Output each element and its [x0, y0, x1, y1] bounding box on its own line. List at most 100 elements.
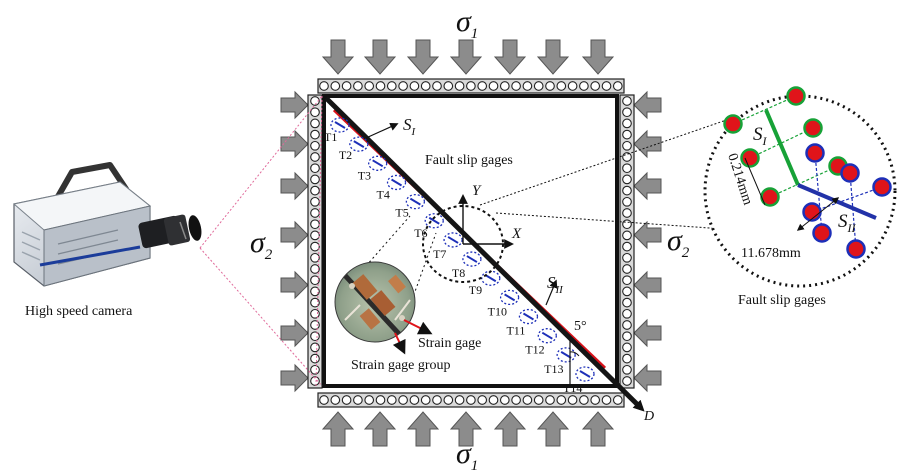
svg-text:SII: SII — [547, 273, 564, 296]
gage-label: T8 — [452, 266, 465, 280]
load-arrow-up — [321, 411, 355, 447]
gage-marker-circle — [405, 193, 426, 210]
fault-angle-indicator: 5° — [569, 319, 587, 386]
roller — [622, 107, 632, 118]
gage-label: T10 — [488, 304, 507, 318]
gage-zoom-callout: SI SII 0.214mm 11.678mm Fault slip gages — [479, 86, 897, 308]
roller — [454, 395, 465, 405]
roller — [622, 264, 632, 274]
zoom-gage-dot — [740, 148, 760, 168]
gage-marker-circle — [349, 136, 369, 152]
roller — [622, 252, 632, 263]
roller — [443, 81, 454, 91]
load-arrow-left — [633, 171, 662, 201]
zoom-gage-dot — [802, 202, 822, 222]
svg-text:X: X — [511, 226, 522, 242]
load-arrow-left — [633, 363, 662, 393]
roller — [622, 140, 632, 151]
zoom-gage-link — [769, 165, 839, 198]
roller — [310, 96, 320, 106]
roller — [353, 81, 363, 91]
roller — [310, 129, 320, 140]
right-roller-bar — [619, 94, 635, 389]
roller — [364, 81, 375, 91]
roller — [622, 331, 632, 342]
roller — [310, 275, 320, 286]
roller — [409, 395, 420, 405]
roller — [386, 395, 397, 405]
strain-gage-label: Strain gage — [418, 336, 481, 351]
roller — [310, 286, 320, 297]
gage-label: T11 — [506, 324, 525, 338]
roller — [319, 81, 329, 91]
gage-marker-circle — [368, 155, 388, 171]
roller — [432, 395, 442, 405]
gage-marker-bar — [447, 236, 459, 244]
gage-marker-circle — [556, 347, 576, 363]
roller — [341, 395, 352, 405]
gage-marker-bar — [409, 197, 421, 206]
roller — [622, 163, 632, 174]
gage-label: T14 — [563, 381, 582, 395]
gage-label: T6 — [414, 226, 427, 240]
roller — [522, 81, 533, 91]
gage-marker-bar — [334, 121, 346, 129]
roller — [622, 230, 632, 241]
roller — [386, 81, 397, 91]
roller — [310, 163, 320, 174]
dimension-11678mm: 11.678mm — [741, 246, 801, 261]
svg-text:5°: 5° — [574, 319, 587, 334]
camera-label: High speed camera — [25, 304, 133, 319]
svg-text:Y: Y — [472, 183, 482, 199]
zoom-gage-link — [749, 127, 814, 159]
roller — [310, 252, 320, 263]
roller — [556, 81, 567, 91]
roller — [310, 342, 320, 353]
zoom-gage-dot — [803, 118, 823, 138]
roller — [622, 208, 632, 218]
load-arrow-down — [449, 39, 483, 75]
load-arrow-right — [280, 90, 309, 120]
roller — [601, 395, 612, 405]
sigma2-left-label: σ2 — [250, 226, 273, 263]
gage-label: T9 — [469, 283, 482, 297]
roller — [533, 395, 544, 405]
strain-gage-group-label: Strain gage group — [351, 358, 451, 373]
roller — [622, 185, 632, 196]
roller — [511, 395, 521, 405]
s1-axis-label: SI — [365, 115, 417, 139]
roller — [310, 185, 320, 196]
roller — [579, 81, 589, 91]
left-roller-bar — [307, 94, 323, 389]
roller — [319, 395, 329, 405]
roller — [533, 81, 544, 91]
zoom-gage-link — [732, 95, 797, 125]
roller — [310, 118, 320, 129]
roller — [477, 81, 488, 91]
roller — [310, 196, 320, 207]
roller — [310, 353, 320, 364]
gage-marker-circle — [537, 328, 557, 344]
roller — [622, 152, 632, 162]
roller — [409, 81, 420, 91]
slip-direction-arrow — [599, 367, 645, 412]
right-load-arrows — [633, 90, 662, 393]
load-arrow-down — [581, 39, 615, 75]
svg-text:SII: SII — [838, 211, 856, 235]
gage-marker-circle — [575, 366, 595, 382]
roller — [466, 395, 476, 405]
gage-marker-circle — [499, 289, 520, 306]
gage-label: T3 — [358, 168, 371, 182]
roller — [612, 81, 623, 91]
load-arrow-right — [280, 363, 309, 393]
left-load-arrows — [280, 90, 309, 393]
load-arrow-right — [280, 171, 309, 201]
roller — [310, 174, 320, 185]
zoom-s1-line — [764, 109, 800, 186]
gage-marker-circle — [462, 251, 482, 267]
roller — [622, 308, 632, 319]
gage-marker-circle — [443, 232, 463, 248]
roller — [499, 395, 510, 405]
load-arrow-left — [633, 318, 662, 348]
roller — [622, 342, 632, 353]
